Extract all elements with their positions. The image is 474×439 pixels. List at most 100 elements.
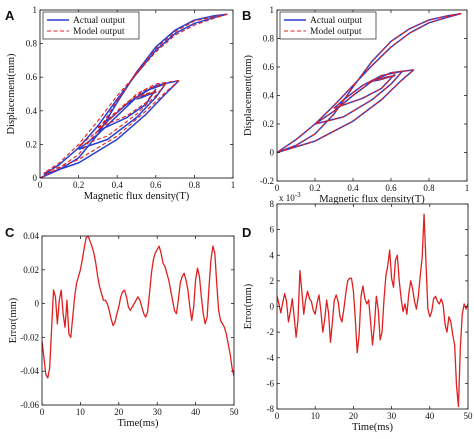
panel-letter-d: D <box>242 225 251 240</box>
y-tick-label: 0 <box>35 299 40 309</box>
panel-letter-c: C <box>5 225 15 240</box>
chart-panel-c: 0 10 20 30 40 50 -0.06 -0.04 -0.02 0 0.02 0.04 Time(… <box>8 231 239 429</box>
series-line-2-seg-5 <box>78 83 166 147</box>
series-line-1-seg-3 <box>43 80 180 176</box>
x-tick-label: 0.8 <box>423 183 435 193</box>
x-tick-label: 20 <box>349 411 359 421</box>
plot-area <box>42 236 234 379</box>
x-tick-label: 30 <box>153 407 163 417</box>
y-tick-label: 0.4 <box>26 106 38 116</box>
series-line-2-seg-6 <box>333 70 403 109</box>
series-line-2-seg-1 <box>277 13 462 154</box>
legend-entry: Actual output <box>310 16 362 26</box>
y-tick-label: -8 <box>267 404 275 414</box>
y-tick-label: 0.2 <box>263 119 274 129</box>
x-axis-label: Magnetic flux density(T) <box>84 191 190 202</box>
plot-area <box>277 12 462 154</box>
y-axis-label: Displacement(mm) <box>243 54 254 136</box>
x-tick-label: 0.6 <box>150 180 162 190</box>
chart-panel-d: 0 10 20 30 40 50 -8 -6 -4 -2 0 2 4 6 8 Time(ms) Error(mm… <box>243 191 473 433</box>
series-line-2-seg-8 <box>371 75 396 82</box>
scale-base: x 10 <box>279 193 295 203</box>
x-tick-label: 20 <box>114 407 124 417</box>
x-tick-label: 0.2 <box>309 183 320 193</box>
error-line <box>42 236 234 379</box>
series-line-2-seg-4 <box>78 80 180 147</box>
series-line-1-seg-5 <box>78 83 167 151</box>
series-line-2-seg-2 <box>43 13 228 174</box>
series-line-1-seg-4 <box>78 79 180 151</box>
y-axis-label: Error(mm) <box>243 283 254 329</box>
x-tick-label: 40 <box>425 411 435 421</box>
y-tick-label: 0.02 <box>23 265 39 275</box>
x-tick-label: 0.8 <box>189 180 201 190</box>
plot-area <box>40 13 228 178</box>
y-tick-label: -0.06 <box>20 400 39 410</box>
y-tick-label: 0.6 <box>26 72 38 82</box>
legend-box <box>279 11 377 40</box>
legend-box <box>42 11 140 40</box>
y-tick-label: 0.04 <box>23 231 39 241</box>
x-axis-label: Time(ms) <box>117 418 159 429</box>
y-tick-label: -0.04 <box>20 366 39 376</box>
series-line-1-seg-6 <box>97 83 166 132</box>
legend-entry: Model output <box>310 27 362 37</box>
axes-frame <box>276 203 469 410</box>
y-axis-label: Error(mm) <box>8 297 19 343</box>
y-tick-label: 0.8 <box>263 34 275 44</box>
x-tick-label: 0 <box>38 180 43 190</box>
x-tick-label: 0 <box>40 407 45 417</box>
error-line <box>277 213 468 408</box>
chart-panel-b: 0 0.2 0.4 0.6 0.8 1-0.200.20.40.60.81Magnetic… <box>243 5 469 205</box>
x-tick-label: 10 <box>311 411 321 421</box>
y-tick-label: 1 <box>33 5 38 15</box>
x-tick-label: 30 <box>387 411 397 421</box>
x-tick-label: 50 <box>464 411 474 421</box>
y-tick-label: 0.8 <box>26 39 38 49</box>
y-tick-label: -0.2 <box>260 176 274 186</box>
panel-letter-b: B <box>242 8 251 23</box>
plot-area <box>277 213 468 408</box>
scale-exponent: -3 <box>295 191 301 199</box>
x-tick-label: 0.6 <box>385 183 397 193</box>
scale-multiplier: x 10-3 <box>279 191 301 203</box>
series-line-2-seg-7 <box>97 88 157 129</box>
y-axis-label: Displacement(mm) <box>6 53 17 135</box>
y-tick-label: 1 <box>270 5 275 15</box>
legend-entry: Model output <box>73 27 125 37</box>
legend-entry: Actual output <box>73 16 125 26</box>
y-tick-label: 4 <box>270 250 275 260</box>
panel-letter-a: A <box>5 8 15 23</box>
series-line-2-seg-5 <box>314 70 403 125</box>
x-tick-label: 10 <box>76 407 86 417</box>
y-tick-label: 0.4 <box>263 91 275 101</box>
y-tick-label: 0.2 <box>26 139 37 149</box>
y-tick-label: 0 <box>33 173 38 183</box>
y-tick-label: 8 <box>270 199 275 209</box>
y-tick-label: -6 <box>267 378 275 388</box>
x-tick-label: 50 <box>230 407 240 417</box>
y-tick-label: 0.6 <box>263 62 275 72</box>
series-line-2-seg-6 <box>97 83 166 129</box>
series-line-2-seg-1 <box>40 13 228 178</box>
x-tick-label: 1 <box>231 180 236 190</box>
axes-frame <box>39 9 234 179</box>
x-tick-label: 1 <box>465 183 470 193</box>
y-tick-label: 0 <box>270 302 275 312</box>
series-line-2-seg-7 <box>333 73 396 109</box>
series-line-2-seg-2 <box>277 13 462 153</box>
x-tick-label: 40 <box>191 407 201 417</box>
y-tick-label: 6 <box>270 225 275 235</box>
y-tick-label: 0 <box>270 148 275 158</box>
x-tick-label: 0 <box>275 411 280 421</box>
y-tick-label: 2 <box>270 276 275 286</box>
x-tick-label: 0 <box>275 183 280 193</box>
x-tick-label: 0.2 <box>73 180 84 190</box>
y-tick-label: -0.02 <box>20 332 39 342</box>
chart-panel-a: 0 0.2 0.4 0.6 0.8 1 0 0.2 0.4 0.6 0.8 1 Magnetic flu… <box>6 5 235 202</box>
series-line-2-seg-3 <box>277 69 415 154</box>
x-tick-label: 0.4 <box>112 180 124 190</box>
